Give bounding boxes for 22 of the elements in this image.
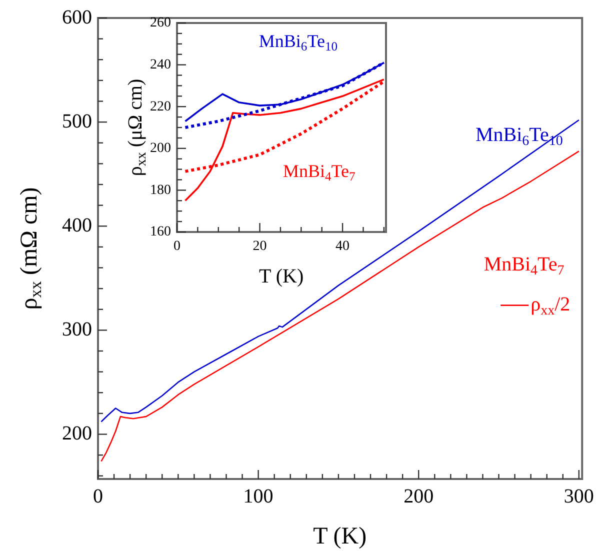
y-tick-label: 600 [62,6,92,28]
x-axis-title: T (K) [313,523,367,550]
x-tick-label: 20 [252,239,267,254]
x-tick-label: 300 [564,485,594,508]
y-axis-title: ρxx (μΩ cm) [124,78,150,176]
x-tick-label: 0 [93,485,103,508]
x-tick-label: 40 [336,239,350,254]
x-axis-title: T (K) [259,265,304,288]
y-tick-label: 400 [62,214,92,236]
y-tick-label: 500 [62,110,92,132]
y-tick-label: 300 [62,318,92,340]
y-tick-label: 220 [150,99,171,114]
y-tick-label: 240 [150,57,171,72]
y-tick-label: 160 [150,224,171,240]
y-tick-label: 200 [62,422,92,445]
x-tick-label: 200 [404,485,434,508]
x-tick-label: 0 [174,239,180,254]
y-tick-label: 260 [150,16,171,31]
x-tick-label: 100 [243,485,274,508]
y-tick-label: 180 [150,182,171,198]
y-axis-title: ρxx (mΩ cm) [16,187,46,310]
y-tick-label: 200 [150,141,171,156]
